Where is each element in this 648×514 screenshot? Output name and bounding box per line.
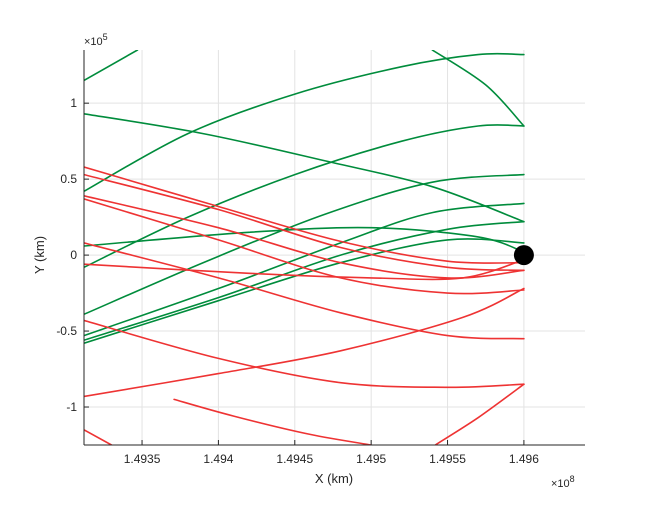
ticks: 1.4935 1.494 1.4945 1.495 1.4955 1.496 -1 -0.5 0… xyxy=(56,96,539,466)
green-trajectory-line xyxy=(84,124,525,269)
green-trajectory-line xyxy=(84,113,525,223)
x-tick-label: 1.495 xyxy=(356,452,386,466)
red-trajectory-line xyxy=(84,319,525,389)
red-trajectory-line xyxy=(84,242,525,340)
x-tick-label: 1.4935 xyxy=(124,452,161,466)
red-trajectory-line xyxy=(84,198,525,295)
green-trajectory-line xyxy=(84,226,525,253)
x-tick-label: 1.496 xyxy=(509,452,539,466)
y-tick-label: -0.5 xyxy=(56,324,77,338)
x-tick-label: 1.4945 xyxy=(276,452,313,466)
x-exponent-base: ×10 xyxy=(551,478,570,490)
position-marker xyxy=(513,245,534,266)
axes xyxy=(83,50,585,446)
y-exponent-base: ×10 xyxy=(84,36,103,48)
x-axis-label: X (km) xyxy=(315,471,353,486)
y-axis-label: Y (km) xyxy=(32,236,47,274)
red-trajectory-line xyxy=(84,429,113,445)
series-group xyxy=(84,50,525,445)
y-tick-label: 1 xyxy=(70,96,77,110)
green-trajectory-line xyxy=(84,173,525,316)
red-trajectory-line xyxy=(173,398,372,445)
red-trajectory-line xyxy=(84,258,525,281)
green-trajectory-line xyxy=(84,220,525,341)
red-trajectory-line xyxy=(84,287,525,398)
red-trajectory-line xyxy=(434,383,525,445)
x-exponent-power: 8 xyxy=(570,474,575,484)
green-trajectory-line xyxy=(84,202,525,337)
green-trajectory-line xyxy=(84,52,525,193)
red-trajectory-line xyxy=(84,173,525,272)
x-exponent-label: ×108 xyxy=(551,474,575,490)
y-tick-label: 0.5 xyxy=(60,172,77,186)
green-trajectory-line xyxy=(84,50,139,82)
green-trajectory-line xyxy=(431,50,525,127)
y-tick-label: 0 xyxy=(70,248,77,262)
y-exponent-power: 5 xyxy=(103,32,108,42)
y-exponent-label: ×105 xyxy=(84,32,108,48)
y-tick-label: -1 xyxy=(66,400,77,414)
green-trajectory-line xyxy=(84,238,525,344)
red-trajectory-line xyxy=(84,166,525,264)
x-tick-label: 1.494 xyxy=(203,452,233,466)
x-tick-label: 1.4955 xyxy=(429,452,466,466)
